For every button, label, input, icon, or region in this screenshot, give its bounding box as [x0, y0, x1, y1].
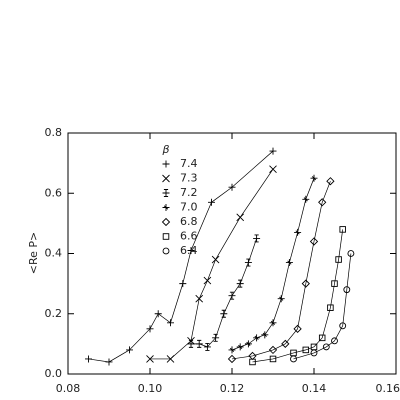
x-tick-label: 0.14 [302, 382, 327, 395]
legend-marker [161, 217, 171, 227]
data-point [261, 331, 269, 339]
data-point [310, 174, 318, 182]
data-point [339, 322, 347, 330]
data-point [268, 345, 278, 355]
data-point [187, 246, 195, 254]
data-point [326, 177, 335, 186]
data-point [146, 325, 154, 333]
data-point [208, 198, 215, 206]
data-point [220, 309, 228, 318]
data-point [187, 339, 195, 348]
data-point [236, 343, 244, 351]
data-point [85, 355, 92, 363]
data-point [244, 340, 252, 348]
y-axis-label: <Re P> [27, 232, 40, 274]
data-point [318, 334, 326, 342]
x-tick-label: 0.16 [376, 382, 400, 395]
series-line [191, 238, 257, 348]
data-point [301, 279, 310, 288]
data-point [290, 355, 297, 363]
y-tick-label: 0.8 [45, 126, 63, 139]
data-point [302, 346, 310, 354]
data-point [269, 165, 277, 173]
data-point [244, 258, 252, 267]
data-point [236, 279, 244, 288]
legend-label: 6.4 [180, 244, 198, 257]
data-point [281, 339, 290, 349]
series-line [231, 181, 331, 360]
y-tick-label: 0.0 [45, 367, 63, 380]
data-point [269, 355, 277, 363]
legend-marker [162, 247, 170, 255]
legend-label: 7.4 [180, 157, 198, 170]
data-point [203, 342, 211, 351]
data-point [318, 198, 327, 207]
x-tick-label: 0.10 [138, 382, 163, 395]
data-point [302, 195, 310, 203]
data-point [195, 294, 204, 303]
legend-marker [162, 174, 170, 183]
x-tick-label: 0.08 [56, 382, 81, 395]
data-point [167, 319, 174, 327]
series-line [252, 229, 344, 363]
data-point [277, 295, 285, 303]
data-point [347, 250, 355, 257]
data-point [179, 280, 187, 288]
data-point [203, 276, 212, 285]
data-point [331, 337, 338, 345]
data-point [253, 234, 261, 243]
data-point [309, 237, 319, 246]
data-point [211, 255, 220, 264]
y-tick-label: 0.4 [45, 247, 63, 260]
data-point [249, 358, 256, 366]
data-point [343, 286, 351, 294]
data-point [294, 228, 302, 236]
data-point [195, 339, 203, 348]
legend-marker [162, 160, 170, 168]
legend-label: 7.0 [180, 201, 198, 214]
legend-marker [162, 233, 170, 240]
y-tick-label: 0.6 [45, 186, 63, 199]
legend-title: β [161, 143, 169, 156]
x-tick-label: 0.12 [220, 382, 245, 395]
y-tick-label: 0.2 [45, 307, 63, 320]
data-point [293, 324, 302, 333]
data-point [269, 319, 277, 327]
data-point [126, 346, 133, 354]
data-point [322, 343, 330, 351]
legend-marker [162, 189, 170, 197]
legend-label: 7.2 [180, 186, 198, 199]
data-point [154, 310, 162, 318]
data-point [331, 280, 338, 287]
series-line [150, 168, 274, 360]
data-point [310, 349, 318, 357]
data-point [228, 346, 236, 354]
data-point [253, 334, 261, 342]
data-point [339, 226, 346, 233]
series-line [293, 253, 352, 360]
data-point [227, 354, 237, 364]
legend-label: 6.8 [180, 215, 198, 228]
data-point [105, 358, 113, 366]
legend-label: 7.3 [180, 172, 198, 185]
data-point [285, 259, 293, 267]
data-point [236, 213, 245, 222]
legend-marker [162, 204, 170, 211]
data-point [269, 147, 277, 155]
data-point [212, 333, 220, 342]
legend-label: 6.6 [180, 230, 198, 243]
data-point [228, 183, 236, 191]
data-point [166, 355, 175, 363]
data-point [228, 291, 236, 300]
plot-frame [67, 132, 397, 375]
data-point [327, 304, 334, 311]
data-point [335, 256, 342, 263]
data-point [146, 355, 154, 363]
